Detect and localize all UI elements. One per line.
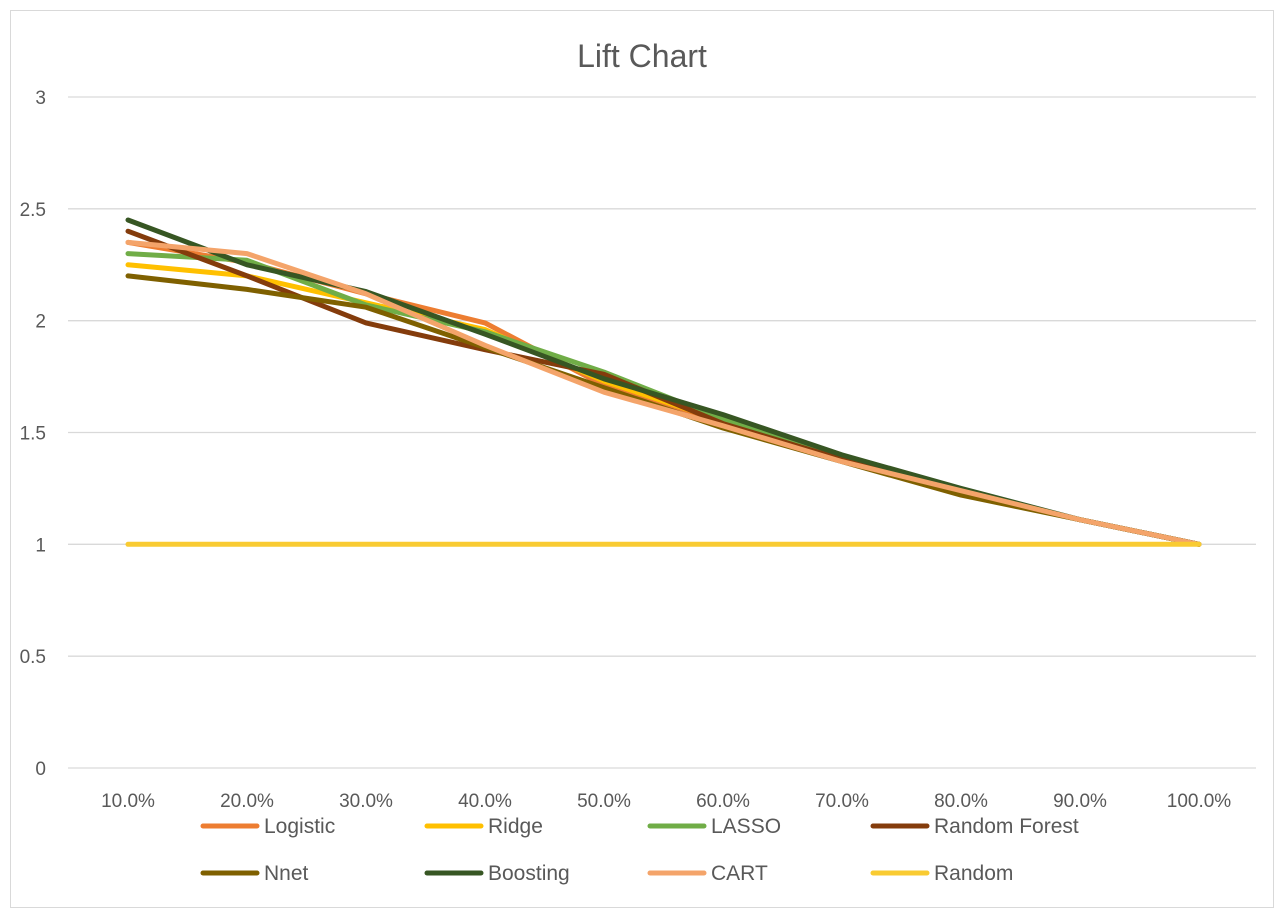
x-tick-label: 60.0% bbox=[696, 791, 750, 812]
y-tick-label: 2.5 bbox=[20, 200, 46, 221]
legend-label-boosting: Boosting bbox=[488, 862, 570, 885]
chart-title: Lift Chart bbox=[577, 38, 707, 74]
y-tick-label: 2 bbox=[35, 312, 46, 333]
x-tick-label: 70.0% bbox=[815, 791, 869, 812]
x-tick-label: 40.0% bbox=[458, 791, 512, 812]
x-tick-label: 80.0% bbox=[934, 791, 988, 812]
y-tick-label: 1 bbox=[35, 535, 46, 556]
y-tick-label: 1.5 bbox=[20, 424, 46, 445]
chart-frame bbox=[10, 10, 1274, 908]
gridlines bbox=[68, 96, 1256, 769]
x-tick-label: 30.0% bbox=[339, 791, 393, 812]
x-tick-label: 90.0% bbox=[1053, 791, 1107, 812]
series-line-cart bbox=[125, 239, 1202, 547]
legend-label-ridge: Ridge bbox=[488, 815, 543, 838]
legend-label-random: Random bbox=[934, 862, 1013, 885]
legend-label-logistic: Logistic bbox=[264, 815, 335, 838]
x-tick-label: 100.0% bbox=[1167, 791, 1232, 812]
legend-label-random-forest: Random Forest bbox=[934, 815, 1079, 838]
y-tick-label: 3 bbox=[35, 88, 46, 109]
x-tick-label: 10.0% bbox=[101, 791, 155, 812]
y-tick-label: 0.5 bbox=[20, 647, 46, 668]
series-lines bbox=[125, 217, 1202, 547]
x-tick-label: 50.0% bbox=[577, 791, 631, 812]
y-tick-label: 0 bbox=[35, 759, 46, 780]
legend: Logistic Ridge LASSO Random Forest Nnet Boost… bbox=[200, 815, 1079, 885]
legend-label-cart: CART bbox=[711, 862, 768, 885]
legend-label-nnet: Nnet bbox=[264, 862, 309, 885]
y-axis-ticks: 0 0.5 1 1.5 2 2.5 3 bbox=[20, 88, 46, 780]
x-axis-ticks: 10.0% 20.0% 30.0% 40.0% 50.0% 60.0% 70.0% 80.0%… bbox=[101, 791, 1231, 812]
x-tick-label: 20.0% bbox=[220, 791, 274, 812]
legend-label-lasso: LASSO bbox=[711, 815, 781, 838]
